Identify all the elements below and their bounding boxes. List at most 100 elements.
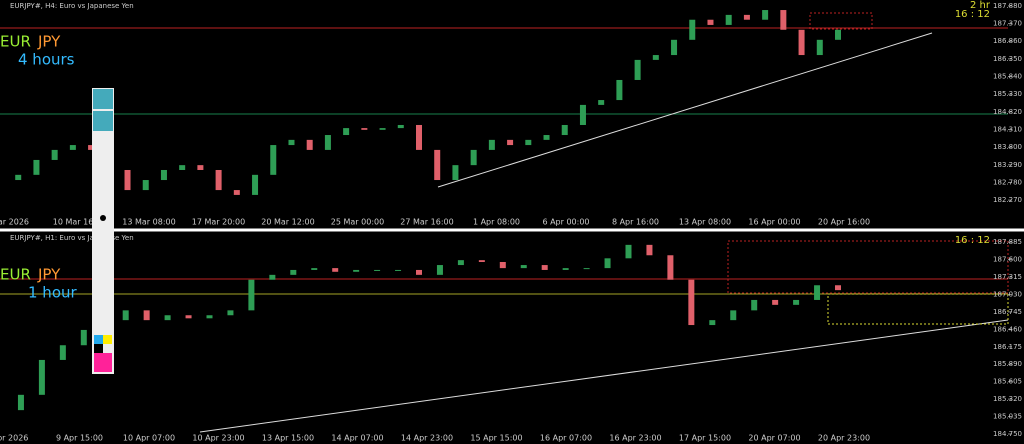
color-black[interactable]	[94, 344, 103, 353]
color-pink[interactable]	[94, 353, 112, 372]
base-currency: EUR	[0, 266, 31, 284]
candle	[38, 359, 45, 395]
candle	[743, 14, 750, 20]
price-label: 183.800	[993, 143, 1022, 151]
chart-header: EURJPY#, H1: Euro vs Japanese Yen	[10, 234, 134, 242]
candle	[798, 29, 805, 56]
candle	[185, 315, 192, 319]
time-label: 20 Mar 12:00	[261, 218, 314, 227]
candle	[15, 174, 22, 181]
price-label: 182.780	[993, 178, 1022, 186]
quote-currency: JPY	[37, 33, 61, 51]
candle	[667, 255, 674, 280]
candle	[616, 79, 623, 101]
price-label: 185.035	[993, 413, 1022, 421]
candle	[772, 299, 779, 305]
timer-label: 2 hr	[970, 0, 991, 11]
candle	[361, 128, 368, 130]
time-label: 6 Apr 00:00	[542, 218, 589, 227]
candle	[689, 19, 696, 40]
price-label: 182.270	[993, 196, 1022, 204]
candle	[583, 268, 590, 270]
time-label: Mar 2026	[0, 218, 29, 227]
color-cyan[interactable]	[94, 335, 103, 344]
chart-header: EURJPY#, H4: Euro vs Japanese Yen	[10, 2, 134, 10]
candle	[206, 315, 213, 319]
candle	[579, 104, 586, 125]
candle	[525, 139, 532, 146]
price-label: 187.030	[993, 290, 1022, 298]
candle	[69, 145, 76, 150]
candle	[434, 149, 441, 181]
quote-currency: JPY	[37, 266, 61, 284]
candle	[416, 124, 422, 150]
candle	[143, 310, 150, 321]
candle	[488, 139, 495, 150]
candle	[499, 261, 506, 269]
time-label: 20 Apr 07:00	[748, 434, 800, 443]
candle	[751, 299, 758, 311]
candle	[353, 269, 360, 272]
candle	[306, 139, 313, 150]
time-label: 10 Apr 23:00	[192, 434, 244, 443]
candle	[816, 39, 823, 56]
candle	[520, 265, 527, 269]
candle	[688, 279, 695, 326]
candle	[197, 165, 204, 170]
toolbar-bg	[92, 88, 114, 374]
candle	[671, 39, 678, 56]
candle	[707, 19, 714, 25]
time-label: 14 Apr 23:00	[401, 434, 453, 443]
time-label: 13 Apr 08:00	[679, 218, 731, 227]
candle	[395, 269, 402, 271]
candle	[762, 10, 769, 20]
tool-dot[interactable]	[100, 215, 106, 221]
price-label: 184.750	[993, 430, 1022, 438]
candle	[814, 285, 821, 300]
price-label: 184.310	[993, 125, 1022, 133]
price-label: 187.885	[993, 238, 1022, 246]
time-label: 20 Apr 23:00	[818, 434, 870, 443]
trend-line	[437, 32, 933, 188]
candle	[290, 269, 297, 275]
candle	[270, 145, 277, 175]
price-label: 186.460	[993, 325, 1022, 333]
box	[727, 240, 1009, 294]
candle	[625, 244, 632, 259]
time-label: 16 Apr 23:00	[609, 434, 661, 443]
timer: 16 : 12	[955, 235, 990, 246]
candle	[416, 269, 422, 275]
candle	[324, 135, 331, 150]
candle	[541, 265, 548, 270]
price-label: 186.350	[993, 55, 1022, 63]
candle	[452, 165, 459, 181]
candle	[562, 268, 569, 270]
time-label: 8 Apr 16:00	[612, 218, 659, 227]
candle	[17, 394, 24, 411]
tool-cursor[interactable]	[93, 111, 113, 131]
candle	[142, 180, 149, 191]
tool-eye[interactable]	[93, 89, 113, 109]
candle	[288, 139, 295, 146]
time-label: 17 Apr 15:00	[679, 434, 731, 443]
candle	[269, 274, 276, 280]
candle	[436, 265, 443, 275]
time-label: 1 Apr 08:00	[473, 218, 520, 227]
price-label: 185.890	[993, 360, 1022, 368]
time-label: 16 Apr 07:00	[540, 434, 592, 443]
candle	[604, 258, 611, 269]
candle	[397, 124, 404, 129]
price-label: 186.175	[993, 343, 1022, 351]
price-label: 187.315	[993, 273, 1022, 281]
color-yellow[interactable]	[103, 335, 112, 344]
candle	[59, 345, 66, 360]
candle	[652, 55, 659, 60]
time-label: 27 Mar 16:00	[400, 218, 453, 227]
candle	[343, 128, 350, 136]
price-label: 185.320	[993, 395, 1022, 403]
candle	[725, 14, 732, 25]
candle	[646, 244, 653, 256]
box	[809, 12, 873, 30]
